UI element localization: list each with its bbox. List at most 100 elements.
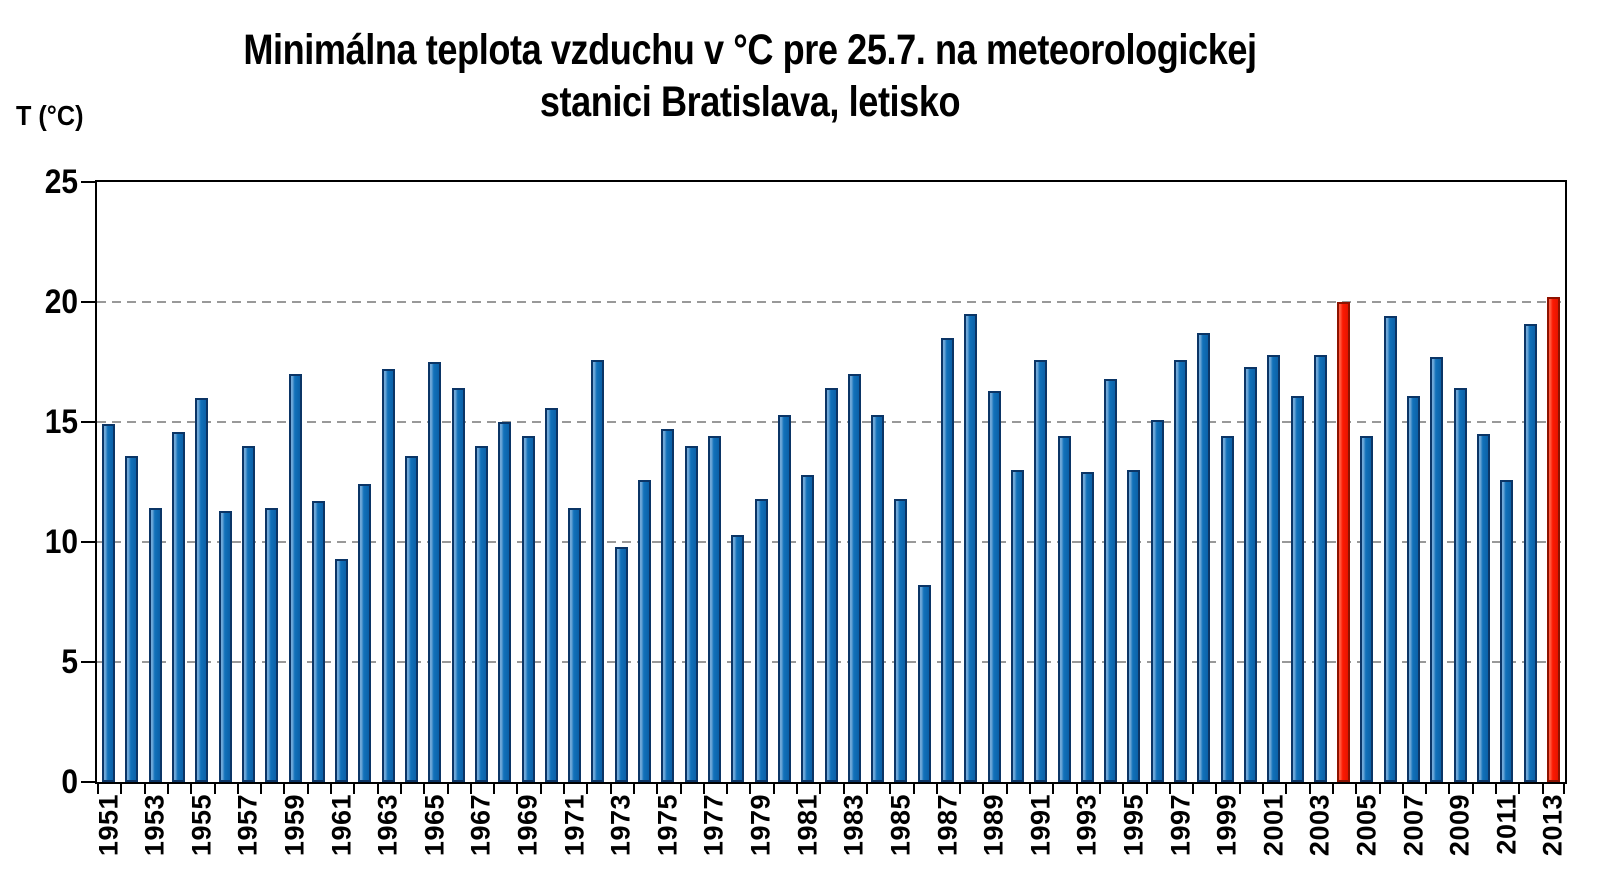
bar-1995 bbox=[1127, 470, 1141, 782]
x-tick-label-2001: 2001 bbox=[1258, 794, 1289, 857]
x-tick bbox=[1332, 782, 1334, 794]
bar-1967 bbox=[474, 446, 488, 782]
y-axis-unit-label: T (°C) bbox=[16, 100, 84, 131]
x-tick bbox=[819, 782, 821, 794]
y-tick bbox=[81, 421, 95, 423]
x-tick-label-1951: 1951 bbox=[93, 794, 124, 857]
x-tick-label-1987: 1987 bbox=[932, 794, 962, 857]
bar-1958 bbox=[265, 508, 279, 782]
bar-1955 bbox=[195, 398, 209, 782]
x-tick bbox=[1146, 782, 1148, 794]
x-tick bbox=[400, 782, 402, 794]
bar-1980 bbox=[777, 415, 791, 782]
x-tick-label-1953: 1953 bbox=[139, 794, 170, 857]
bar-1999 bbox=[1220, 436, 1234, 782]
x-tick bbox=[610, 782, 612, 794]
bar-1954 bbox=[172, 432, 186, 782]
bar-1987 bbox=[941, 338, 954, 782]
x-tick bbox=[680, 782, 682, 794]
bar-1992 bbox=[1057, 436, 1071, 782]
y-tick bbox=[81, 181, 95, 183]
x-tick bbox=[540, 782, 542, 794]
bar-1972 bbox=[591, 360, 605, 782]
x-tick-label-1957: 1957 bbox=[232, 794, 263, 857]
x-tick bbox=[749, 782, 751, 794]
y-tick-label-25: 25 bbox=[44, 163, 78, 201]
x-tick bbox=[1402, 782, 1404, 794]
x-tick bbox=[1122, 782, 1124, 794]
x-tick bbox=[1518, 782, 1520, 794]
bar-1978 bbox=[731, 535, 745, 782]
x-tick bbox=[1448, 782, 1450, 794]
x-tick bbox=[726, 782, 728, 794]
x-tick-label-1973: 1973 bbox=[605, 794, 636, 857]
y-tick bbox=[81, 661, 95, 663]
bar-1965 bbox=[428, 362, 442, 782]
bar-1991 bbox=[1034, 360, 1048, 782]
bar-1970 bbox=[544, 408, 558, 782]
bar-1963 bbox=[381, 369, 395, 782]
x-tick-label-2009: 2009 bbox=[1444, 794, 1475, 857]
bar-2012 bbox=[1523, 324, 1537, 782]
x-tick bbox=[1285, 782, 1287, 794]
bar-2007 bbox=[1407, 396, 1421, 782]
bar-1996 bbox=[1150, 420, 1164, 782]
chart-title-line1: Minimálna teplota vzduchu v °C pre 25.7.… bbox=[243, 26, 1257, 74]
x-tick bbox=[936, 782, 938, 794]
bar-1961 bbox=[335, 559, 349, 782]
bar-2010 bbox=[1476, 434, 1490, 782]
bar-1968 bbox=[498, 422, 512, 782]
x-tick-label-1961: 1961 bbox=[326, 794, 357, 857]
x-tick-label-2007: 2007 bbox=[1398, 794, 1429, 857]
bar-2006 bbox=[1383, 316, 1397, 782]
x-tick bbox=[1379, 782, 1381, 794]
bar-1974 bbox=[638, 480, 652, 782]
bar-1976 bbox=[684, 446, 698, 782]
x-tick bbox=[843, 782, 845, 794]
x-tick-label-1989: 1989 bbox=[978, 794, 1009, 857]
x-tick bbox=[97, 782, 99, 794]
bar-2002 bbox=[1290, 396, 1304, 782]
x-tick-label-1997: 1997 bbox=[1165, 794, 1196, 857]
y-tick-label-0: 0 bbox=[61, 763, 78, 801]
x-tick bbox=[167, 782, 169, 794]
x-tick-label-2003: 2003 bbox=[1304, 794, 1335, 857]
x-tick-label-1959: 1959 bbox=[279, 794, 310, 857]
x-tick bbox=[1076, 782, 1078, 794]
x-tick-label-1985: 1985 bbox=[885, 794, 916, 857]
x-tick-label-1965: 1965 bbox=[419, 794, 450, 857]
bar-1981 bbox=[801, 475, 815, 782]
bar-1983 bbox=[847, 374, 861, 782]
x-tick bbox=[353, 782, 355, 794]
bar-1952 bbox=[125, 456, 139, 782]
y-tick bbox=[81, 301, 95, 303]
x-tick bbox=[493, 782, 495, 794]
x-tick bbox=[214, 782, 216, 794]
x-tick bbox=[1309, 782, 1311, 794]
x-tick-label-1981: 1981 bbox=[792, 794, 823, 857]
x-tick bbox=[586, 782, 588, 794]
x-tick-label-1955: 1955 bbox=[186, 794, 217, 857]
bar-1989 bbox=[987, 391, 1001, 782]
y-tick bbox=[81, 781, 95, 783]
x-tick bbox=[1495, 782, 1497, 794]
y-tick-label-15: 15 bbox=[44, 403, 78, 441]
x-tick bbox=[1472, 782, 1474, 794]
x-tick-label-1983: 1983 bbox=[838, 794, 869, 857]
x-tick bbox=[307, 782, 309, 794]
x-tick bbox=[423, 782, 425, 794]
bar-2008 bbox=[1430, 357, 1444, 782]
x-tick-label-1975: 1975 bbox=[652, 794, 683, 857]
bar-1982 bbox=[824, 388, 838, 782]
bar-1984 bbox=[871, 415, 885, 782]
bar-1960 bbox=[311, 501, 325, 782]
bar-1962 bbox=[358, 484, 372, 782]
x-tick bbox=[656, 782, 658, 794]
bar-1969 bbox=[521, 436, 535, 782]
x-tick bbox=[516, 782, 518, 794]
x-tick bbox=[959, 782, 961, 794]
x-tick bbox=[913, 782, 915, 794]
x-tick-label-2011: 2011 bbox=[1491, 794, 1522, 855]
x-tick-label-1993: 1993 bbox=[1071, 794, 1102, 857]
